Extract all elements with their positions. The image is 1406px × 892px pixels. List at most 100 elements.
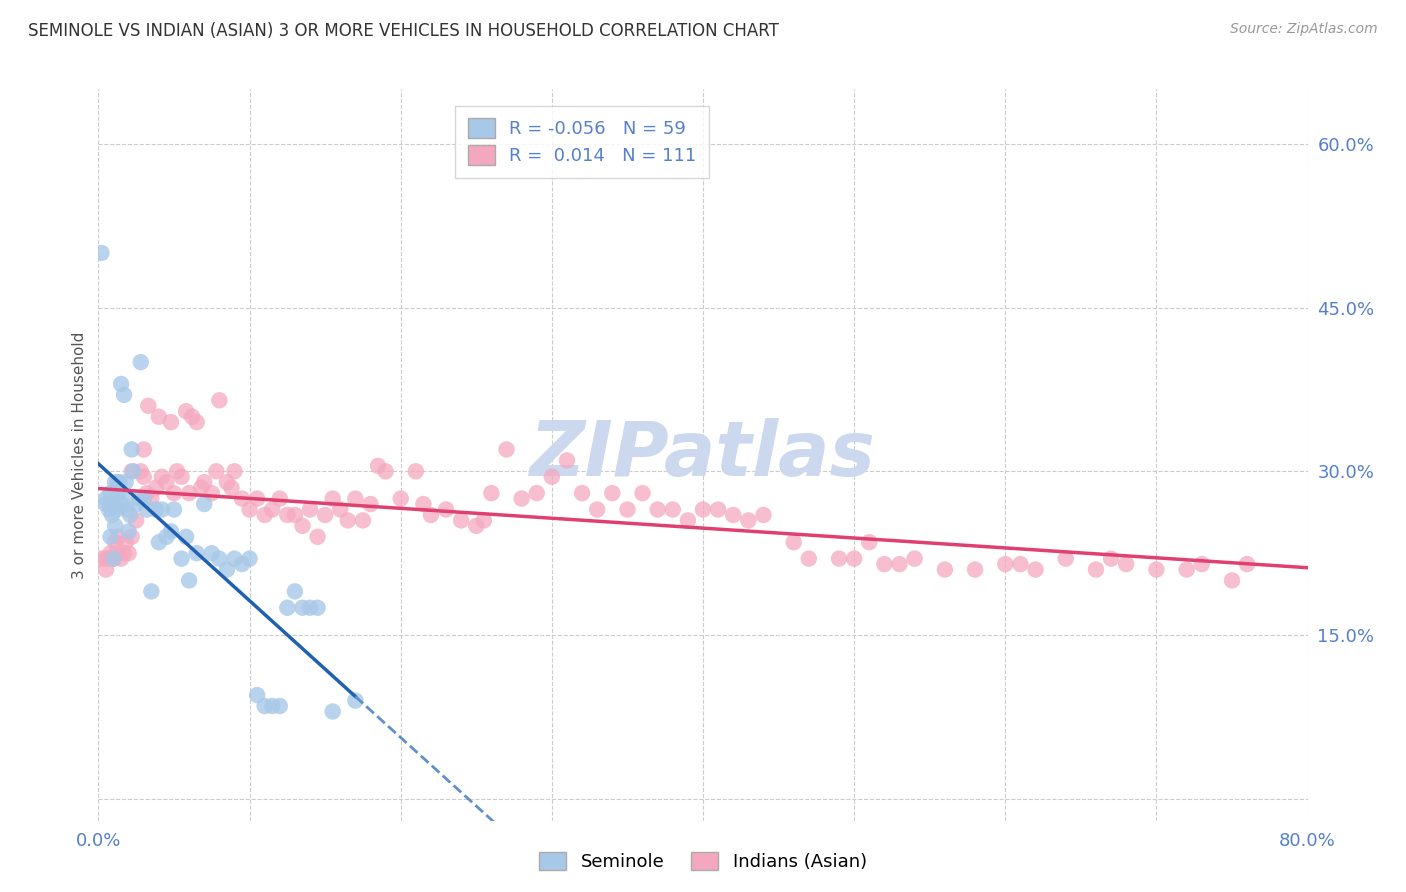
Point bbox=[120, 508, 142, 522]
Point bbox=[150, 469, 173, 483]
Point bbox=[662, 502, 685, 516]
Point bbox=[586, 502, 609, 516]
Point bbox=[104, 475, 127, 490]
Point bbox=[231, 491, 253, 506]
Point bbox=[783, 535, 806, 549]
Point bbox=[352, 513, 374, 527]
Point bbox=[121, 464, 143, 478]
Point bbox=[174, 530, 197, 544]
Point bbox=[148, 535, 170, 549]
Point bbox=[90, 246, 112, 260]
Point bbox=[98, 551, 121, 566]
Point bbox=[858, 535, 880, 549]
Point bbox=[495, 442, 517, 457]
Text: Source: ZipAtlas.com: Source: ZipAtlas.com bbox=[1230, 22, 1378, 37]
Point bbox=[540, 469, 562, 483]
Point bbox=[107, 530, 129, 544]
Point bbox=[405, 464, 427, 478]
Point bbox=[145, 502, 167, 516]
Point bbox=[160, 415, 183, 429]
Point bbox=[284, 508, 307, 522]
Point bbox=[797, 551, 820, 566]
Point bbox=[115, 502, 138, 516]
Point bbox=[224, 464, 246, 478]
Legend: R = -0.056   N = 59, R =  0.014   N = 111: R = -0.056 N = 59, R = 0.014 N = 111 bbox=[456, 105, 709, 178]
Point bbox=[136, 399, 159, 413]
Point bbox=[239, 551, 262, 566]
Point bbox=[420, 508, 443, 522]
Point bbox=[571, 486, 593, 500]
Point bbox=[108, 475, 131, 490]
Point bbox=[114, 535, 136, 549]
Point bbox=[269, 698, 291, 713]
Point bbox=[510, 491, 533, 506]
Point bbox=[129, 355, 152, 369]
Point bbox=[201, 486, 224, 500]
Point bbox=[112, 546, 135, 560]
Point bbox=[186, 546, 208, 560]
Point bbox=[208, 551, 231, 566]
Point bbox=[465, 519, 488, 533]
Point bbox=[141, 584, 163, 599]
Point bbox=[322, 491, 344, 506]
Point bbox=[105, 502, 128, 516]
Point bbox=[904, 551, 927, 566]
Point bbox=[1115, 557, 1137, 571]
Point bbox=[170, 551, 193, 566]
Point bbox=[111, 491, 134, 506]
Point bbox=[193, 497, 215, 511]
Point bbox=[889, 557, 911, 571]
Point bbox=[110, 497, 132, 511]
Point bbox=[104, 535, 127, 549]
Point bbox=[94, 491, 117, 506]
Point bbox=[307, 530, 329, 544]
Point bbox=[692, 502, 714, 516]
Point bbox=[150, 502, 173, 516]
Point bbox=[526, 486, 548, 500]
Point bbox=[174, 404, 197, 418]
Point bbox=[253, 508, 276, 522]
Point bbox=[246, 688, 269, 702]
Point bbox=[1191, 557, 1213, 571]
Point bbox=[179, 486, 201, 500]
Point bbox=[105, 546, 128, 560]
Point bbox=[602, 486, 624, 500]
Point bbox=[434, 502, 457, 516]
Point bbox=[284, 584, 307, 599]
Point bbox=[125, 513, 148, 527]
Point bbox=[262, 502, 284, 516]
Point bbox=[201, 546, 224, 560]
Point bbox=[647, 502, 669, 516]
Point bbox=[994, 557, 1017, 571]
Point bbox=[155, 475, 177, 490]
Point bbox=[737, 513, 759, 527]
Point bbox=[135, 486, 157, 500]
Point bbox=[128, 491, 150, 506]
Point bbox=[299, 502, 322, 516]
Point bbox=[125, 497, 148, 511]
Point bbox=[253, 698, 276, 713]
Point bbox=[1236, 557, 1258, 571]
Point bbox=[100, 486, 122, 500]
Point bbox=[616, 502, 638, 516]
Point bbox=[631, 486, 654, 500]
Point bbox=[107, 475, 129, 490]
Point bbox=[1175, 563, 1198, 577]
Point bbox=[94, 497, 117, 511]
Point bbox=[676, 513, 699, 527]
Point bbox=[555, 453, 578, 467]
Point bbox=[121, 442, 143, 457]
Point bbox=[160, 524, 183, 539]
Point bbox=[208, 393, 231, 408]
Point bbox=[844, 551, 866, 566]
Point bbox=[873, 557, 896, 571]
Point bbox=[472, 513, 495, 527]
Point bbox=[307, 600, 329, 615]
Point bbox=[205, 464, 228, 478]
Point bbox=[110, 376, 132, 391]
Point bbox=[314, 508, 336, 522]
Point bbox=[103, 551, 125, 566]
Point bbox=[112, 388, 135, 402]
Point bbox=[367, 458, 389, 473]
Point bbox=[103, 551, 125, 566]
